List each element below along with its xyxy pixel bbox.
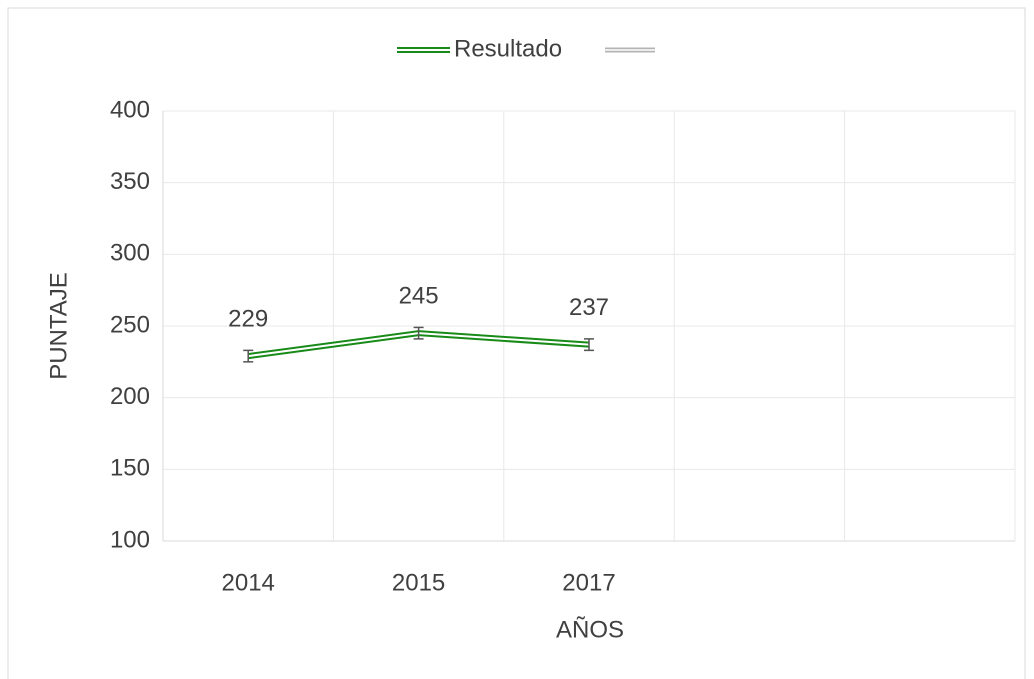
y-tick-label: 150 (110, 455, 150, 482)
y-tick-label: 100 (110, 526, 150, 553)
data-label: 245 (399, 283, 439, 310)
error-bar (413, 326, 424, 340)
error-bar (584, 338, 594, 352)
y-tick-label: 300 (110, 240, 150, 267)
y-tick-label: 350 (110, 168, 150, 195)
x-tick-label: 2015 (392, 569, 445, 596)
x-tick-label: 2017 (562, 569, 615, 596)
y-axis-label: PUNTAJE (45, 272, 72, 380)
error-bar (243, 349, 254, 363)
y-tick-label: 200 (110, 383, 150, 410)
x-axis-label: AÑOS (556, 616, 624, 643)
data-label: 229 (228, 305, 268, 332)
y-tick-label: 400 (110, 96, 150, 123)
legend-label: Resultado (454, 35, 562, 62)
y-tick-label: 250 (110, 311, 150, 338)
data-label: 237 (569, 294, 609, 321)
chart-border (7, 7, 1026, 679)
x-tick-label: 2014 (222, 569, 275, 596)
